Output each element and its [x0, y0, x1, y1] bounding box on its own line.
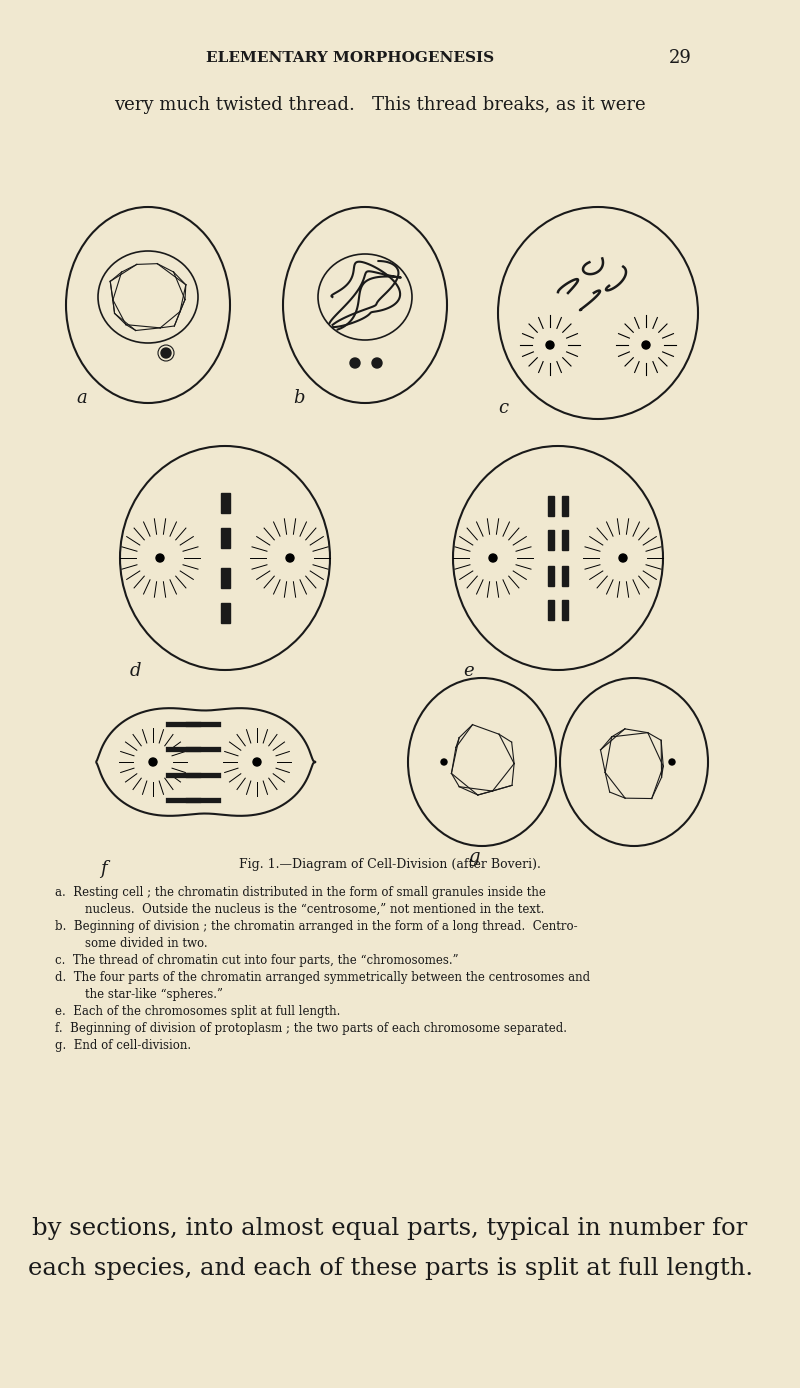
- Circle shape: [149, 758, 157, 766]
- Polygon shape: [548, 566, 554, 586]
- Text: the star-like “spheres.”: the star-like “spheres.”: [55, 988, 223, 1001]
- Text: c: c: [498, 398, 508, 416]
- Circle shape: [441, 759, 447, 765]
- Text: b.  Beginning of division ; the chromatin arranged in the form of a long thread.: b. Beginning of division ; the chromatin…: [55, 920, 578, 933]
- Polygon shape: [221, 602, 230, 623]
- Text: g: g: [468, 848, 479, 866]
- Circle shape: [642, 341, 650, 348]
- Polygon shape: [562, 530, 568, 550]
- Polygon shape: [548, 530, 554, 550]
- Polygon shape: [548, 600, 554, 620]
- Polygon shape: [562, 600, 568, 620]
- Text: each species, and each of these parts is split at full length.: each species, and each of these parts is…: [27, 1256, 753, 1280]
- Text: d.  The four parts of the chromatin arranged symmetrically between the centrosom: d. The four parts of the chromatin arran…: [55, 972, 590, 984]
- Polygon shape: [221, 568, 230, 589]
- Circle shape: [286, 554, 294, 562]
- Text: f: f: [100, 861, 106, 879]
- Circle shape: [669, 759, 675, 765]
- Polygon shape: [221, 527, 230, 548]
- Circle shape: [350, 358, 360, 368]
- Polygon shape: [221, 493, 230, 514]
- Polygon shape: [548, 496, 554, 516]
- Circle shape: [619, 554, 627, 562]
- Circle shape: [489, 554, 497, 562]
- Circle shape: [253, 758, 261, 766]
- Text: b: b: [293, 389, 305, 407]
- Circle shape: [372, 358, 382, 368]
- Text: nucleus.  Outside the nucleus is the “centrosome,” not mentioned in the text.: nucleus. Outside the nucleus is the “cen…: [55, 904, 544, 916]
- Text: very much twisted thread.   This thread breaks, as it were: very much twisted thread. This thread br…: [114, 96, 646, 114]
- Polygon shape: [562, 566, 568, 586]
- Polygon shape: [562, 496, 568, 516]
- Text: ELEMENTARY MORPHOGENESIS: ELEMENTARY MORPHOGENESIS: [206, 51, 494, 65]
- Text: e.  Each of the chromosomes split at full length.: e. Each of the chromosomes split at full…: [55, 1005, 340, 1017]
- Text: a: a: [76, 389, 86, 407]
- Text: Fig. 1.—Diagram of Cell-Division (after Boveri).: Fig. 1.—Diagram of Cell-Division (after …: [239, 858, 541, 872]
- Circle shape: [161, 348, 171, 358]
- Text: c.  The thread of chromatin cut into four parts, the “chromosomes.”: c. The thread of chromatin cut into four…: [55, 954, 458, 967]
- Circle shape: [156, 554, 164, 562]
- Text: g.  End of cell-division.: g. End of cell-division.: [55, 1040, 191, 1052]
- Text: 29: 29: [669, 49, 691, 67]
- Text: a.  Resting cell ; the chromatin distributed in the form of small granules insid: a. Resting cell ; the chromatin distribu…: [55, 886, 546, 899]
- Text: d: d: [130, 662, 142, 680]
- Text: f.  Beginning of division of protoplasm ; the two parts of each chromosome separ: f. Beginning of division of protoplasm ;…: [55, 1022, 567, 1035]
- Text: e: e: [463, 662, 474, 680]
- Circle shape: [546, 341, 554, 348]
- Text: some divided in two.: some divided in two.: [55, 937, 208, 949]
- Text: by sections, into almost equal parts, typical in number for: by sections, into almost equal parts, ty…: [32, 1216, 748, 1239]
